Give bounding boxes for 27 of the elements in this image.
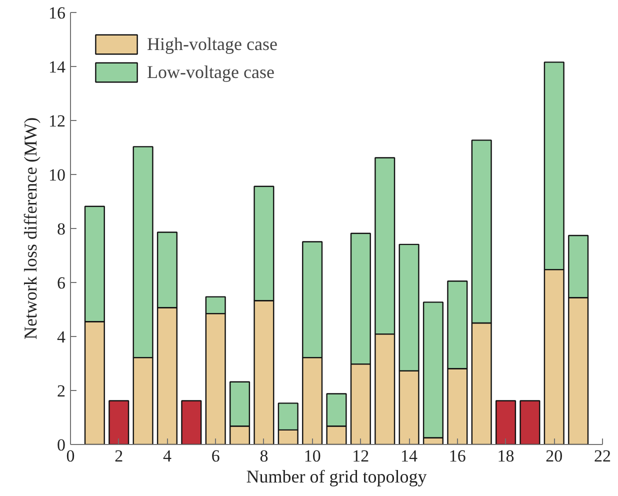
legend-label: High-voltage case (147, 34, 278, 54)
x-axis-title: Number of grid topology (246, 466, 427, 486)
y-axis-title: Network loss difference (MW) (20, 117, 40, 340)
x-tick-label: 12 (352, 446, 370, 466)
y-tick-label: 14 (48, 58, 66, 76)
legend-label: Low-voltage case (147, 62, 274, 82)
x-tick-label: 16 (448, 446, 466, 466)
y-tick-label: 4 (57, 328, 66, 346)
y-tick-label: 12 (48, 112, 66, 130)
x-tick-label: 14 (400, 446, 418, 466)
x-tick-label: 10 (304, 446, 321, 466)
bar (496, 400, 516, 444)
x-tick-label: 18 (497, 446, 514, 466)
bar (108, 400, 130, 444)
x-tick-label: 4 (162, 446, 172, 466)
y-tick-label: 2 (57, 382, 66, 400)
bar (181, 400, 202, 444)
bar (520, 400, 540, 444)
x-tick-label: 2 (114, 446, 124, 466)
x-tick-label: 20 (546, 446, 563, 466)
y-tick-label: 8 (57, 220, 66, 238)
x-tick-label: 8 (260, 446, 268, 466)
y-tick-label: 6 (57, 274, 66, 292)
y-tick-label: 10 (48, 166, 66, 184)
x-tick-label: 22 (594, 446, 611, 466)
x-tick-label: 6 (211, 446, 220, 466)
y-tick-label: 16 (48, 4, 66, 22)
